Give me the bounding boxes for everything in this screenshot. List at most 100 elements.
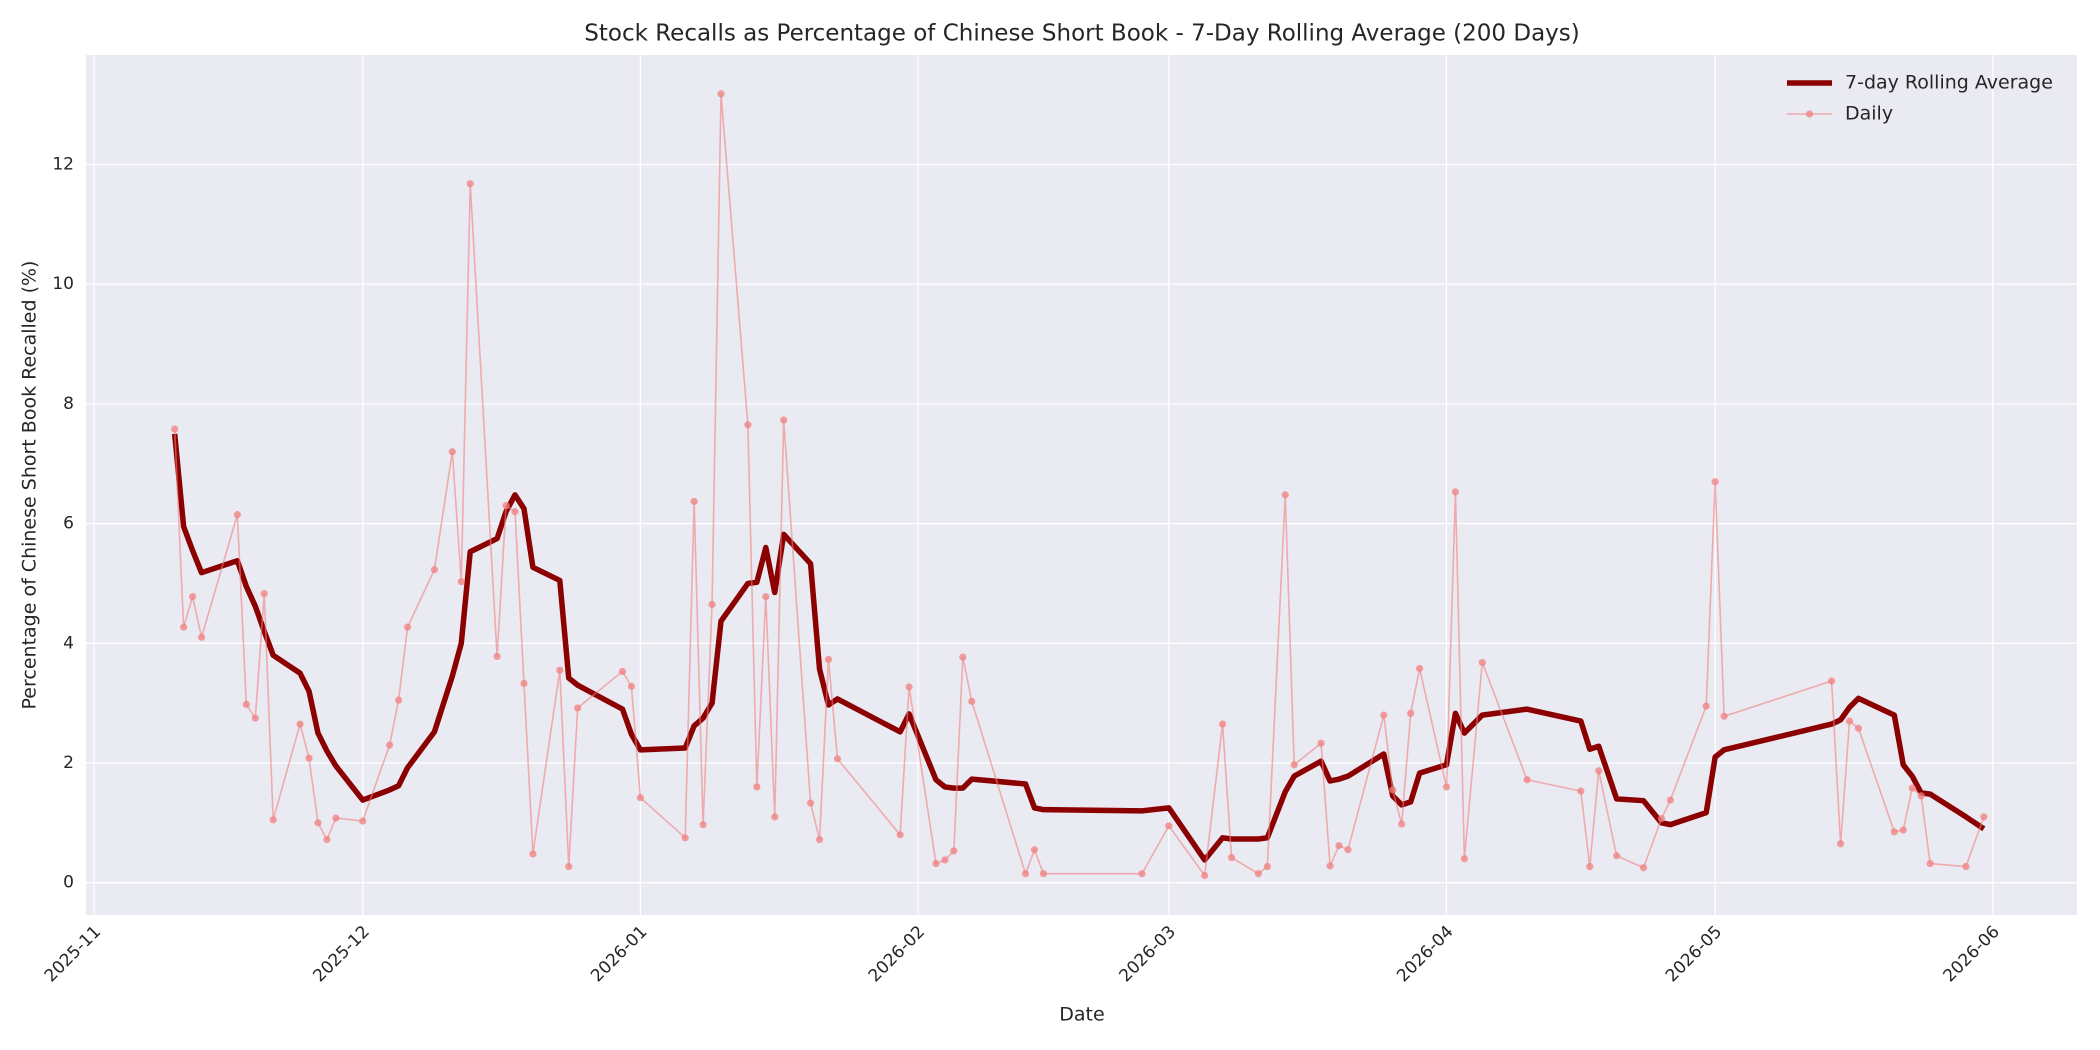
daily-point: [1227, 853, 1236, 862]
daily-point: [305, 754, 313, 762]
daily-point: [1398, 820, 1406, 828]
daily-point: [296, 720, 304, 728]
legend-label: 7-day Rolling Average: [1845, 72, 2053, 94]
daily-point: [1317, 739, 1325, 747]
daily-point: [905, 683, 913, 691]
daily-point: [403, 623, 412, 631]
daily-point: [314, 819, 322, 827]
daily-point: [1962, 862, 1970, 871]
daily-point: [493, 652, 501, 661]
y-tick-label: 4: [63, 633, 74, 653]
daily-point: [1702, 702, 1710, 710]
legend-label: Daily: [1845, 103, 1893, 125]
daily-point: [1254, 870, 1262, 878]
daily-point: [744, 421, 752, 429]
daily-point: [1523, 776, 1531, 784]
daily-point: [753, 783, 761, 791]
daily-point: [1478, 658, 1486, 667]
daily-point: [1577, 787, 1585, 795]
daily-point: [636, 794, 644, 802]
daily-point: [941, 856, 949, 864]
legend-marker: [1805, 110, 1814, 118]
daily-point: [833, 755, 842, 763]
daily-point: [565, 862, 573, 871]
daily-point: [269, 816, 277, 824]
y-axis-label: Percentage of Chinese Short Book Recalle…: [19, 261, 41, 710]
daily-point: [171, 425, 179, 433]
daily-point: [529, 850, 537, 858]
y-tick-label: 12: [52, 155, 74, 175]
daily-point: [950, 847, 958, 855]
daily-point: [448, 448, 456, 456]
daily-point: [394, 696, 403, 704]
daily-point: [1586, 862, 1594, 871]
daily-point: [1926, 859, 1934, 868]
x-tick-label: 2026-03: [1116, 922, 1180, 986]
daily-point: [824, 655, 833, 664]
daily-point: [896, 831, 904, 839]
daily-point: [180, 623, 188, 631]
daily-point: [511, 508, 519, 516]
daily-point: [1917, 792, 1925, 800]
daily-point: [1335, 841, 1343, 850]
daily-point: [1460, 855, 1468, 863]
daily-point: [1201, 871, 1209, 880]
daily-point: [1344, 846, 1352, 854]
daily-point: [1827, 677, 1836, 685]
daily-point: [806, 799, 815, 807]
marks: [171, 90, 1988, 880]
daily-point: [260, 590, 268, 598]
daily-point: [1666, 796, 1674, 804]
daily-point: [932, 859, 940, 868]
plot-background: [86, 55, 2077, 915]
daily-point: [520, 679, 528, 687]
x-tick-label: 2026-02: [865, 922, 929, 986]
daily-point: [690, 497, 698, 506]
y-tick-label: 2: [63, 753, 74, 773]
daily-point: [1281, 491, 1289, 499]
y-tick-label: 8: [63, 394, 74, 414]
daily-point: [815, 835, 824, 844]
daily-point: [251, 714, 259, 722]
daily-point: [430, 566, 439, 574]
daily-point: [780, 416, 788, 424]
daily-point: [717, 90, 725, 98]
y-tick-label: 6: [63, 514, 74, 534]
daily-point: [708, 600, 716, 608]
daily-point: [627, 682, 636, 690]
x-axis-label: Date: [1059, 1004, 1104, 1026]
daily-point: [1389, 786, 1397, 794]
legend: 7-day Rolling Average Daily: [1787, 72, 2053, 125]
y-tick-label: 10: [52, 274, 74, 294]
daily-point: [771, 813, 779, 821]
daily-point: [197, 633, 206, 641]
x-tick-label: 2026-01: [587, 922, 651, 986]
daily-point: [1416, 664, 1424, 673]
daily-point: [1720, 712, 1728, 720]
daily-point: [1263, 862, 1271, 871]
daily-point: [618, 667, 627, 676]
daily-point: [1908, 784, 1916, 792]
daily-point: [386, 741, 394, 749]
rolling-line: [171, 433, 1986, 863]
x-tick-label: 2026-06: [1940, 922, 2004, 986]
daily-point: [1899, 826, 1907, 834]
daily-point: [1407, 709, 1415, 717]
daily-point: [466, 180, 474, 188]
daily-point: [457, 578, 465, 586]
daily-point: [188, 593, 197, 601]
x-tick-label: 2025-12: [309, 922, 373, 986]
daily-point: [699, 821, 707, 829]
daily-point: [1980, 813, 1988, 821]
daily-point: [1451, 488, 1460, 496]
daily-point: [323, 835, 331, 844]
daily-point: [681, 834, 689, 842]
daily-point: [762, 593, 770, 601]
daily-point: [1165, 822, 1173, 830]
daily-point: [1711, 478, 1719, 486]
y-tick-label: 0: [63, 873, 74, 893]
x-tick-label: 2026-04: [1393, 922, 1457, 986]
daily-point: [1138, 870, 1146, 878]
x-tick-label: 2025-11: [41, 922, 105, 986]
